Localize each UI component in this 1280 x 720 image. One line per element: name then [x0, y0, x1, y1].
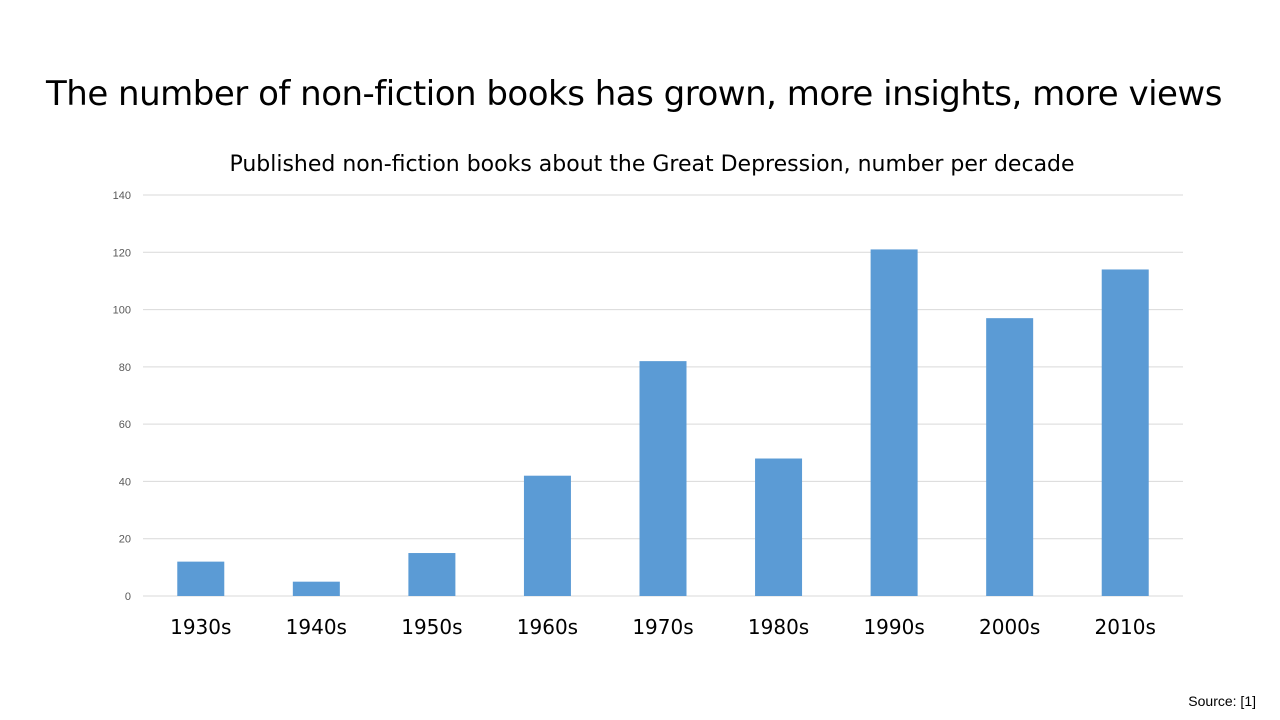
- bar-1940s: [292, 581, 340, 596]
- y-tick-label: 100: [113, 305, 131, 317]
- y-tick-label: 120: [113, 247, 131, 259]
- bar-1970s: [639, 361, 687, 596]
- bar-2000s: [986, 318, 1034, 596]
- x-axis-ticks: 1930s 1940s 1950s 1960s 1970s 1980s 1990s 2000s…: [170, 615, 1156, 639]
- bar-1930s: [177, 561, 225, 596]
- y-tick-label: 20: [119, 534, 131, 546]
- slide-title: The number of non-fiction books has grow…: [46, 74, 1222, 114]
- bars: [177, 249, 1149, 596]
- y-tick-label: 60: [119, 419, 131, 431]
- x-tick-label: 1940s: [286, 615, 347, 639]
- y-axis-ticks: 0 20 40 60 80 100 120 140: [113, 190, 131, 603]
- x-tick-label: 1970s: [632, 615, 693, 639]
- y-tick-label: 80: [119, 362, 131, 374]
- chart-title: Published non-fiction books about the Gr…: [229, 152, 1074, 177]
- x-tick-label: 1930s: [170, 615, 231, 639]
- source-note: Source: [1]: [1188, 693, 1256, 709]
- x-tick-label: 1960s: [517, 615, 578, 639]
- bar-1990s: [870, 249, 918, 596]
- y-tick-label: 140: [113, 190, 131, 202]
- bar-1980s: [755, 458, 803, 596]
- y-tick-label: 40: [119, 476, 131, 488]
- bar-1960s: [523, 475, 571, 596]
- bar-2010s: [1101, 269, 1149, 596]
- x-tick-label: 1950s: [401, 615, 462, 639]
- x-tick-label: 1990s: [863, 615, 924, 639]
- x-tick-label: 1980s: [748, 615, 809, 639]
- bar-1950s: [408, 553, 456, 596]
- y-tick-label: 0: [125, 591, 131, 603]
- x-tick-label: 2000s: [979, 615, 1040, 639]
- x-tick-label: 2010s: [1095, 615, 1156, 639]
